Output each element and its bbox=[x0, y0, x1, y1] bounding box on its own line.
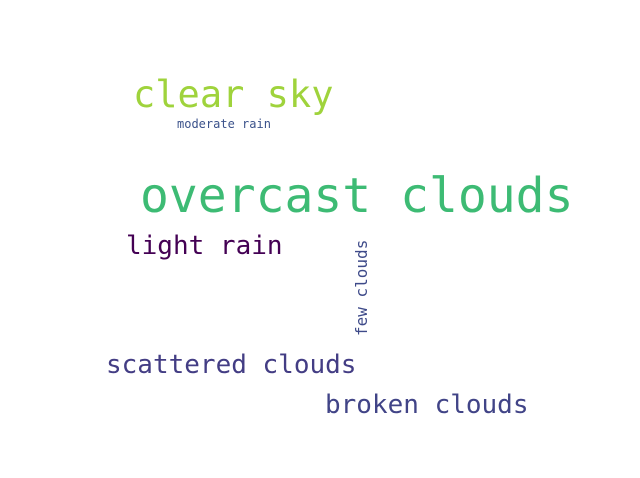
word-broken-clouds: broken clouds bbox=[325, 390, 529, 420]
word-moderate-rain: moderate rain bbox=[177, 117, 271, 131]
word-scattered-clouds: scattered clouds bbox=[106, 350, 357, 380]
word-overcast-clouds: overcast clouds bbox=[140, 168, 574, 224]
word-light-rain: light rain bbox=[126, 231, 283, 261]
word-few-clouds: few clouds bbox=[352, 239, 371, 336]
word-clear-sky: clear sky bbox=[133, 73, 334, 116]
